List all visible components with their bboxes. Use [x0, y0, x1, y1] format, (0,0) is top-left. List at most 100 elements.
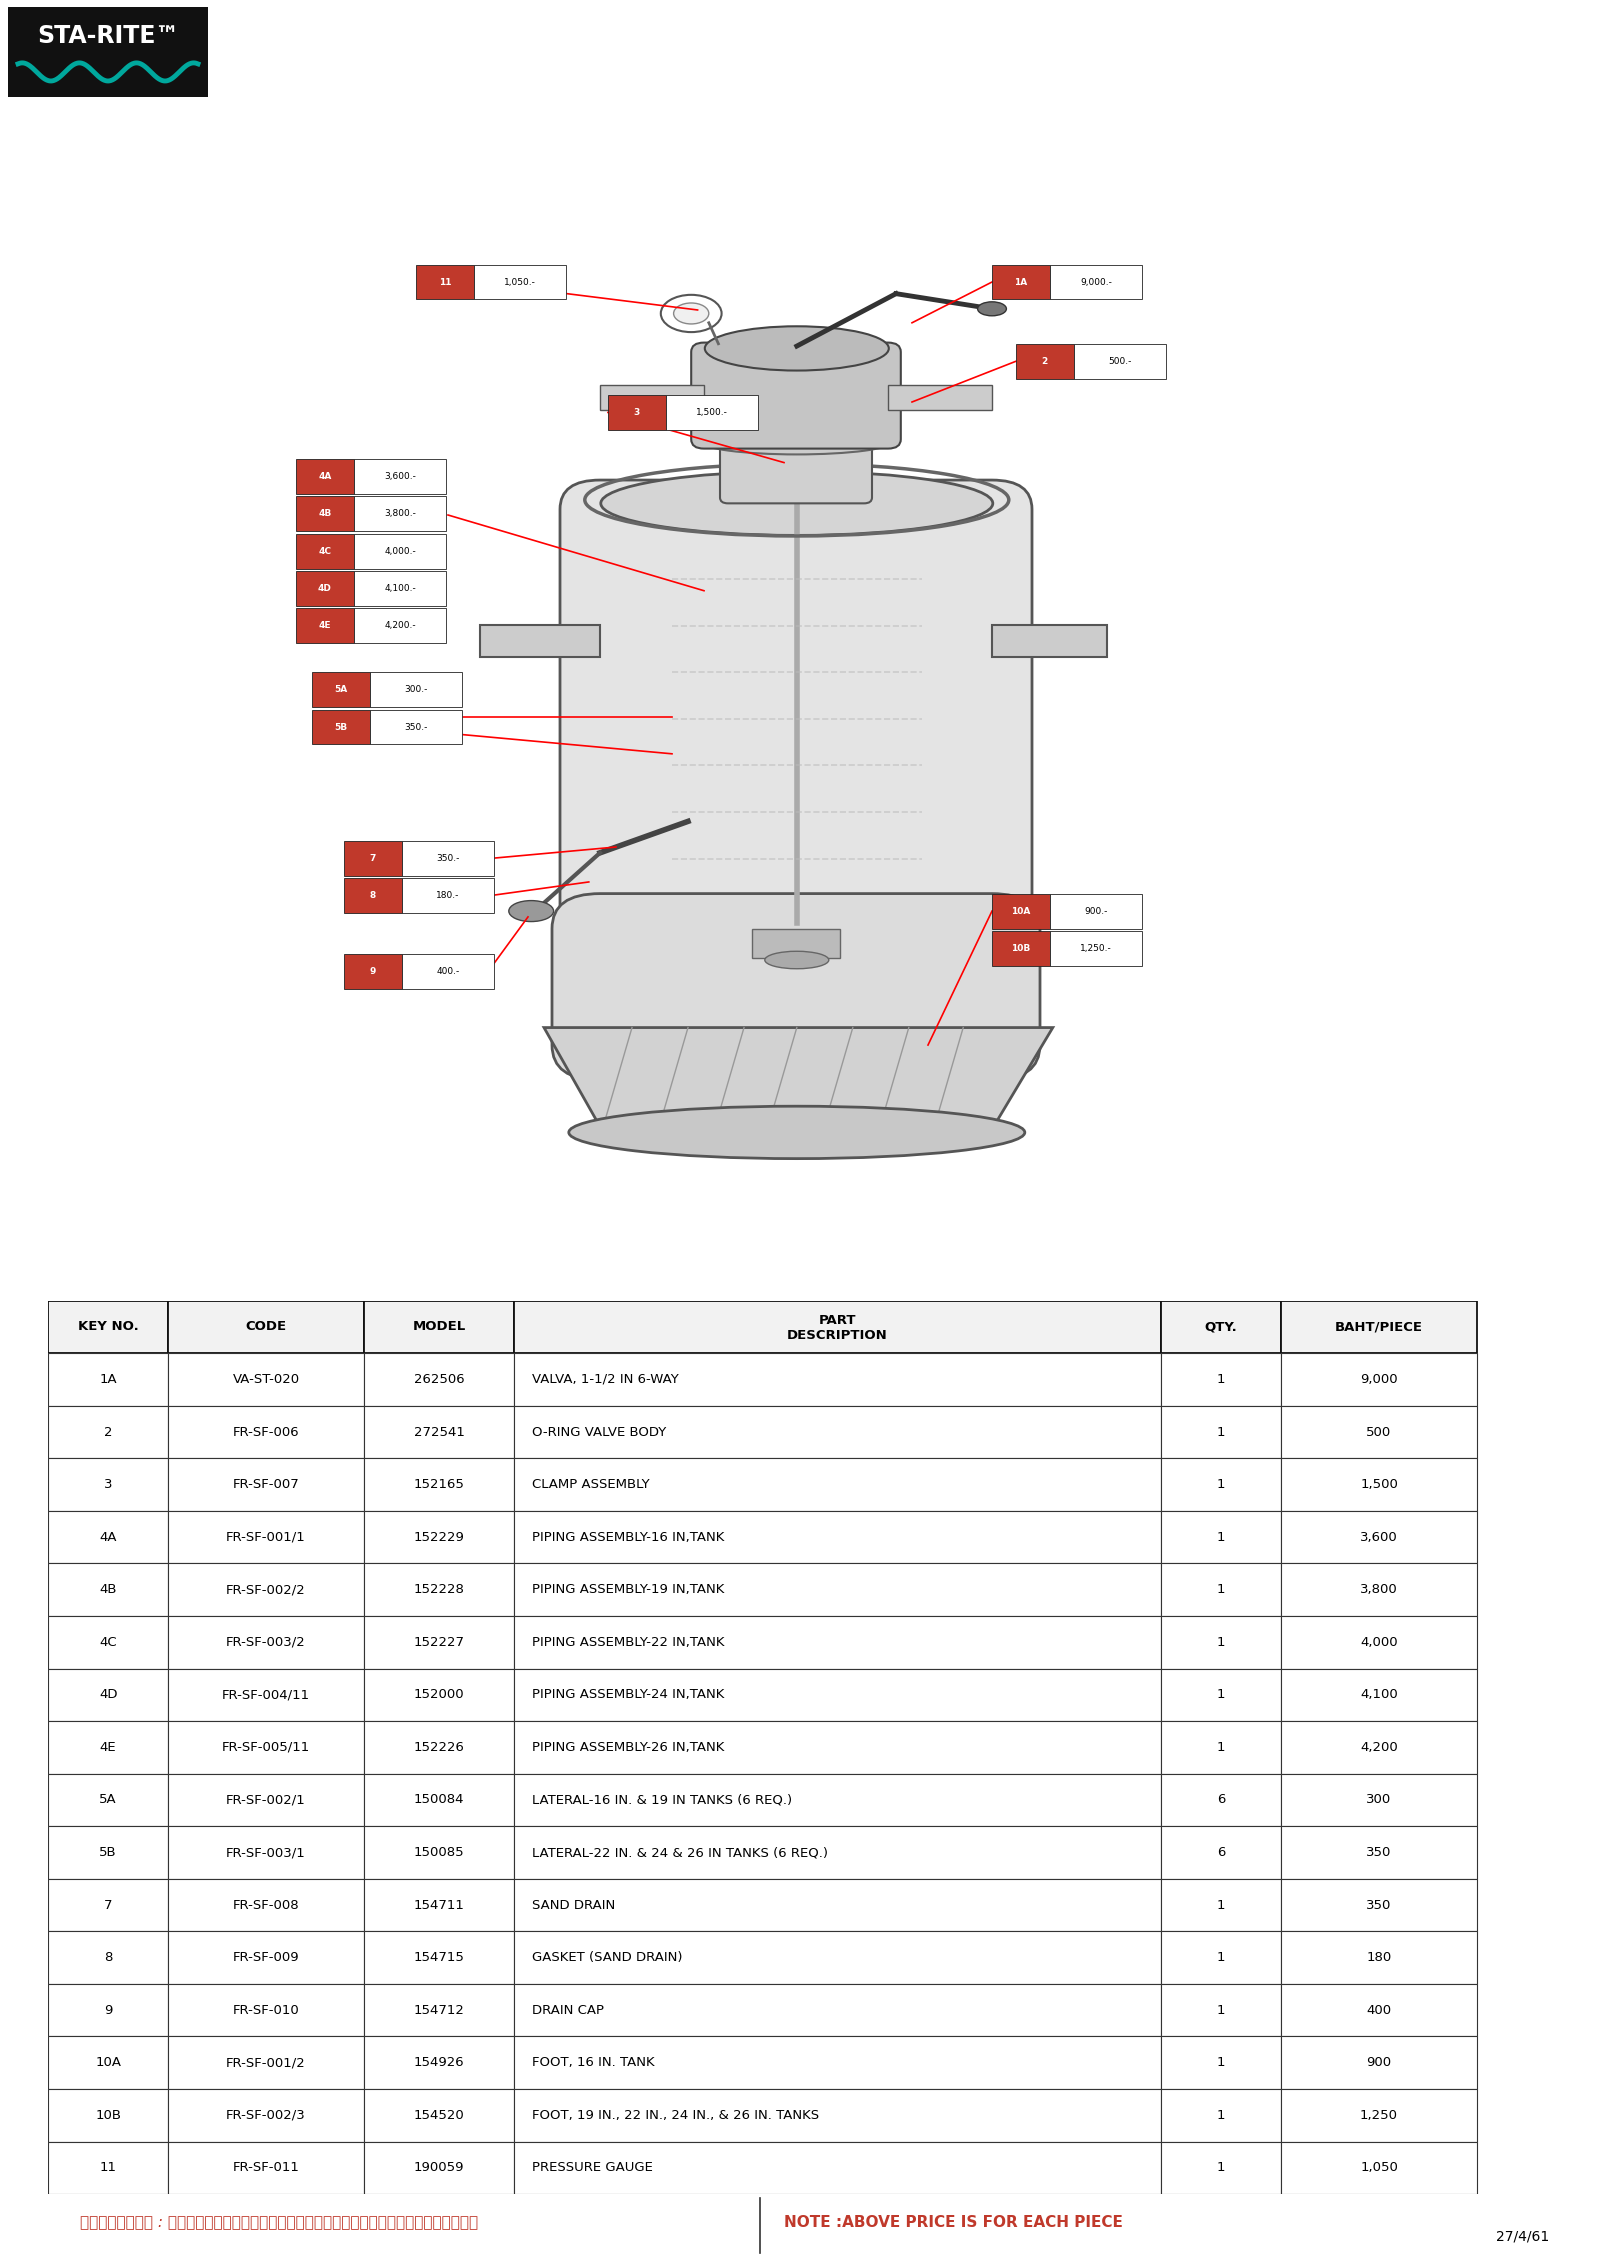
- Bar: [1282, 1301, 1477, 1353]
- Bar: [600, 385, 704, 409]
- FancyBboxPatch shape: [354, 459, 446, 493]
- Text: FR-SF-004/11: FR-SF-004/11: [222, 1687, 310, 1701]
- Text: GASKET (SAND DRAIN): GASKET (SAND DRAIN): [533, 1952, 683, 1963]
- Text: 4,100: 4,100: [1360, 1687, 1398, 1701]
- FancyBboxPatch shape: [666, 396, 758, 430]
- FancyBboxPatch shape: [344, 955, 402, 988]
- Text: 152227: 152227: [413, 1635, 464, 1649]
- Bar: [363, 1459, 514, 1511]
- Text: SAND DRAIN: SAND DRAIN: [533, 1898, 616, 1911]
- Bar: [48, 1459, 168, 1511]
- Bar: [1282, 2090, 1477, 2142]
- Bar: [514, 2142, 1162, 2194]
- Bar: [168, 1615, 363, 1669]
- Bar: [48, 1773, 168, 1825]
- Text: 9: 9: [104, 2004, 112, 2018]
- Bar: [1282, 1459, 1477, 1511]
- Bar: [1162, 1880, 1282, 1932]
- Bar: [1282, 1563, 1477, 1615]
- Bar: [514, 2090, 1162, 2142]
- Bar: [48, 1880, 168, 1932]
- Text: 154715: 154715: [414, 1952, 464, 1963]
- Text: 150084: 150084: [414, 1794, 464, 1807]
- Bar: [1162, 1721, 1282, 1773]
- Text: LATERAL-22 IN. & 24 & 26 IN TANKS (6 REQ.): LATERAL-22 IN. & 24 & 26 IN TANKS (6 REQ…: [533, 1846, 829, 1859]
- Bar: [480, 624, 600, 658]
- Bar: [1162, 2036, 1282, 2090]
- Text: 4,000.-: 4,000.-: [384, 547, 416, 556]
- Bar: [48, 2142, 168, 2194]
- Bar: [168, 1669, 363, 1721]
- Bar: [363, 1825, 514, 1880]
- Text: 4D: 4D: [99, 1687, 117, 1701]
- Bar: [514, 1984, 1162, 2036]
- Text: LATERAL-16 IN. & 19 IN TANKS (6 REQ.): LATERAL-16 IN. & 19 IN TANKS (6 REQ.): [533, 1794, 792, 1807]
- Bar: [363, 1563, 514, 1615]
- Text: 10B: 10B: [94, 2108, 122, 2122]
- Text: 500.-: 500.-: [1109, 357, 1131, 366]
- Text: PIPING ASSEMBLY-16 IN,TANK: PIPING ASSEMBLY-16 IN,TANK: [533, 1531, 725, 1543]
- Text: 5A: 5A: [99, 1794, 117, 1807]
- FancyBboxPatch shape: [354, 570, 446, 606]
- FancyBboxPatch shape: [608, 396, 666, 430]
- Text: 3,800: 3,800: [1360, 1583, 1398, 1597]
- Bar: [48, 1825, 168, 1880]
- Text: DRAIN CAP: DRAIN CAP: [533, 2004, 605, 2018]
- Text: หมายเหตุ : ราคาข้างต้นเป็นราคาต่อชิ้นเท่านั้น: หมายเหตุ : ราคาข้างต้นเป็นราคาต่อชิ้นเท่…: [80, 2214, 478, 2230]
- Text: 4A: 4A: [318, 473, 331, 482]
- Text: 4,200.-: 4,200.-: [384, 622, 416, 631]
- Text: 400: 400: [1366, 2004, 1392, 2018]
- Bar: [168, 2090, 363, 2142]
- Text: 11: 11: [99, 2162, 117, 2174]
- Text: DESCRIPTION: DESCRIPTION: [787, 1328, 888, 1341]
- Bar: [168, 1984, 363, 2036]
- Text: 4C: 4C: [99, 1635, 117, 1649]
- Ellipse shape: [978, 301, 1006, 317]
- FancyBboxPatch shape: [370, 672, 462, 708]
- Bar: [514, 1353, 1162, 1405]
- Bar: [363, 1301, 514, 1353]
- Text: 3,600.-: 3,600.-: [384, 473, 416, 482]
- Bar: [1162, 1353, 1282, 1405]
- Text: 1: 1: [1218, 1583, 1226, 1597]
- Ellipse shape: [509, 900, 554, 921]
- FancyBboxPatch shape: [560, 480, 1032, 982]
- Bar: [1162, 1932, 1282, 1984]
- Text: 5A: 5A: [334, 685, 347, 694]
- Bar: [168, 1459, 363, 1511]
- Bar: [1282, 1353, 1477, 1405]
- Text: 6: 6: [1218, 1846, 1226, 1859]
- Bar: [48, 1615, 168, 1669]
- FancyBboxPatch shape: [296, 495, 354, 532]
- Text: 1: 1: [1218, 1477, 1226, 1491]
- Text: 3: 3: [634, 407, 640, 416]
- FancyBboxPatch shape: [416, 265, 474, 299]
- Text: 1: 1: [1218, 1898, 1226, 1911]
- Bar: [48, 1984, 168, 2036]
- Text: 8: 8: [370, 891, 376, 900]
- Bar: [363, 2036, 514, 2090]
- Text: 8: 8: [104, 1952, 112, 1963]
- Bar: [1282, 1669, 1477, 1721]
- Text: 180: 180: [1366, 1952, 1392, 1963]
- Text: 350.-: 350.-: [405, 722, 427, 731]
- Bar: [514, 1825, 1162, 1880]
- Bar: [48, 1669, 168, 1721]
- Bar: [1282, 2142, 1477, 2194]
- Text: 4C: 4C: [318, 547, 331, 556]
- FancyBboxPatch shape: [1050, 893, 1142, 927]
- Text: PRESSURE GAUGE: PRESSURE GAUGE: [533, 2162, 653, 2174]
- Ellipse shape: [570, 1106, 1024, 1158]
- FancyBboxPatch shape: [691, 342, 901, 448]
- Bar: [168, 1880, 363, 1932]
- FancyBboxPatch shape: [1050, 932, 1142, 966]
- FancyBboxPatch shape: [354, 495, 446, 532]
- Bar: [1162, 1511, 1282, 1563]
- Text: 152165: 152165: [414, 1477, 464, 1491]
- Text: 350.-: 350.-: [437, 855, 459, 864]
- FancyBboxPatch shape: [402, 955, 494, 988]
- FancyBboxPatch shape: [402, 878, 494, 914]
- Text: FR-SF-001/2: FR-SF-001/2: [226, 2056, 306, 2070]
- Text: BAHT/PIECE: BAHT/PIECE: [1334, 1321, 1422, 1332]
- FancyBboxPatch shape: [370, 710, 462, 744]
